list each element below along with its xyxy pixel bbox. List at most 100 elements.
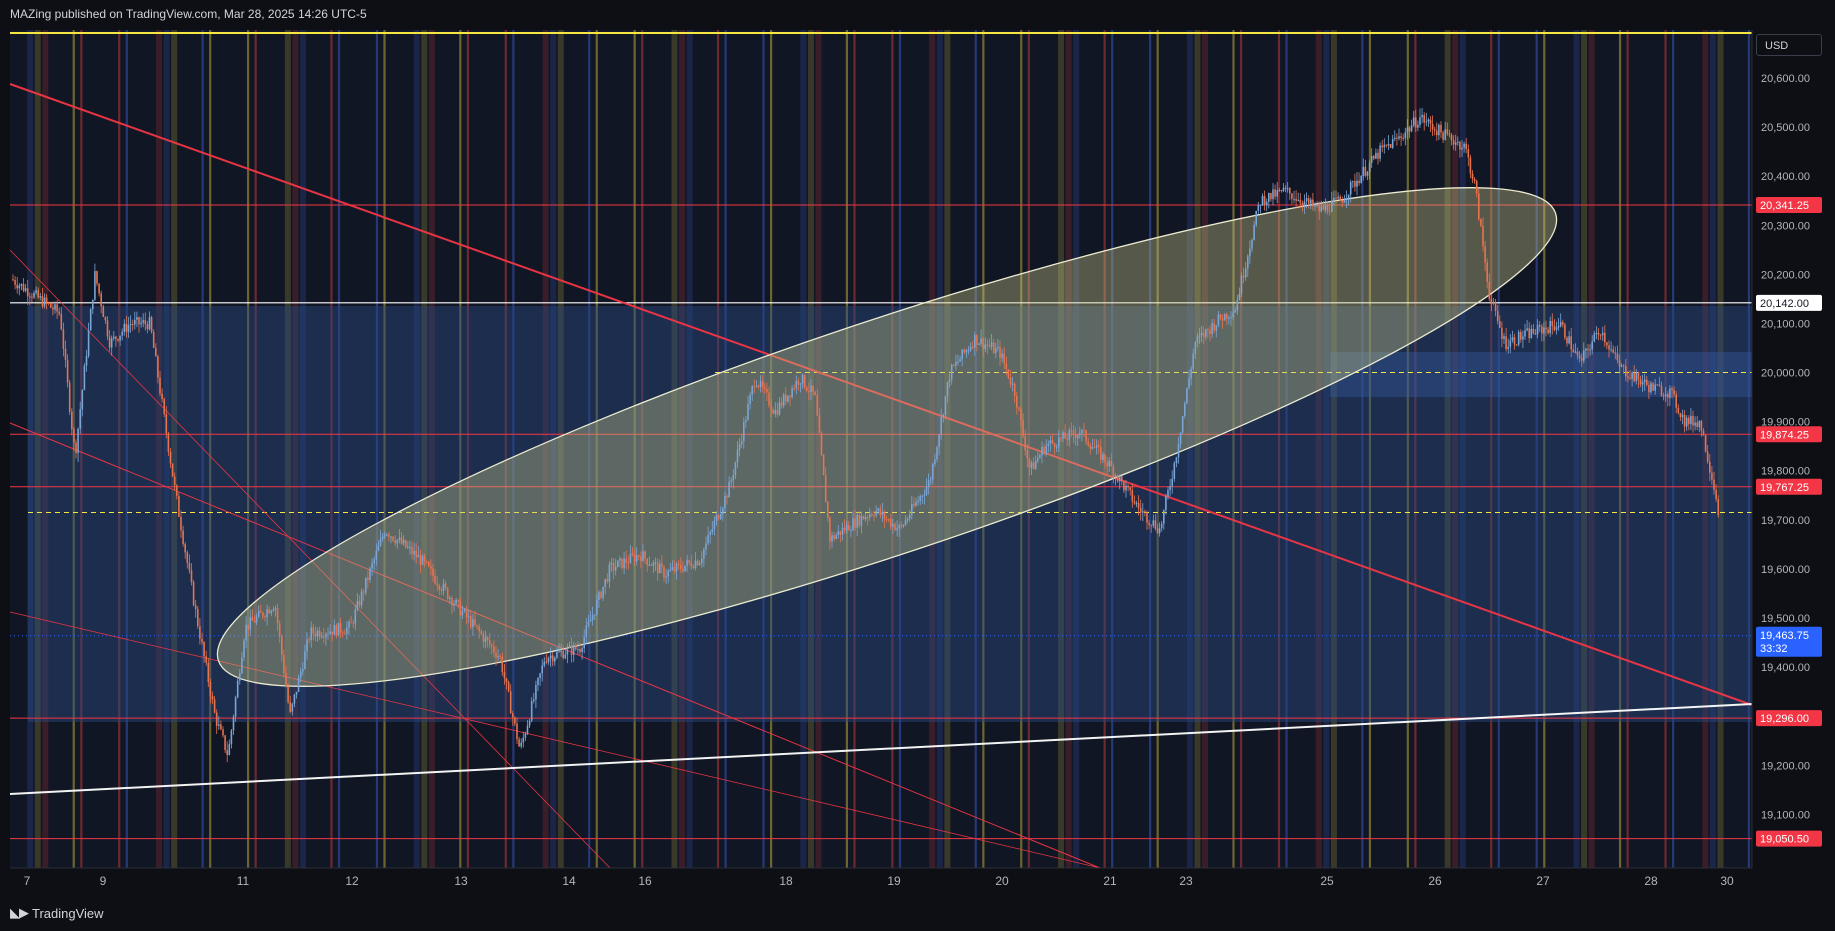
candle-body: [869, 514, 871, 518]
candle-body: [1713, 479, 1715, 490]
candle-body: [1081, 430, 1083, 434]
candle-body: [545, 661, 548, 663]
candle-body: [1202, 332, 1205, 337]
candle-body: [1406, 127, 1409, 133]
session-band: [1285, 30, 1288, 868]
candle-body: [1478, 193, 1480, 220]
candle-body: [335, 625, 338, 636]
candle-body: [1349, 181, 1352, 195]
candle-body: [694, 560, 697, 568]
trendline[interactable]: [9, 83, 1753, 706]
session-band: [1073, 30, 1080, 868]
candle-body: [1408, 127, 1411, 132]
candle-body: [1007, 369, 1010, 378]
session-band: [845, 30, 848, 868]
candle-body: [959, 359, 961, 362]
candle-body: [686, 560, 688, 566]
session-band: [1232, 30, 1235, 868]
candle-body: [1106, 462, 1108, 467]
candle-body: [1429, 119, 1432, 124]
candle-body: [421, 556, 424, 565]
candle-body: [661, 563, 663, 567]
footer-brand: TradingView: [32, 905, 104, 921]
candle-body: [722, 508, 724, 514]
trendline[interactable]: [9, 703, 1753, 795]
candle-body: [1114, 475, 1117, 478]
session-band: [1709, 30, 1716, 868]
candle-body: [1286, 188, 1289, 190]
candle-body: [642, 551, 644, 562]
candle-body: [493, 646, 495, 653]
session-band: [588, 30, 591, 868]
candle-body: [1370, 155, 1373, 163]
session-band: [1194, 30, 1201, 868]
candle-body: [1030, 462, 1033, 468]
session-band: [125, 30, 128, 868]
trendline[interactable]: [9, 611, 1101, 869]
x-tick-label: 13: [454, 874, 468, 888]
time-axis[interactable]: 7 9 11 12 13 14 16 18 19 20 21 23 25 26 27 28 30: [10, 867, 1752, 888]
candle-body: [249, 617, 252, 630]
candle-body: [1024, 435, 1026, 451]
candle-body: [1261, 195, 1264, 205]
candle-body: [606, 578, 609, 582]
currency-selector[interactable]: USD: [1756, 34, 1822, 56]
candle-body: [417, 555, 420, 558]
candle-body: [1127, 485, 1129, 488]
session-band: [246, 30, 250, 868]
candle-body: [1389, 143, 1392, 148]
candle-body: [182, 530, 184, 545]
candle-body: [1053, 443, 1056, 448]
candle-body: [734, 462, 737, 476]
candle-body: [1091, 447, 1094, 449]
candle-body: [942, 414, 945, 418]
candle-body: [1293, 198, 1295, 200]
candle-body: [1492, 302, 1495, 304]
candle-body: [348, 622, 350, 628]
candle-body: [411, 546, 413, 555]
candle-body: [1494, 303, 1497, 311]
candle-body: [314, 633, 317, 637]
session-band: [944, 30, 951, 868]
candle-body: [1135, 502, 1138, 504]
candle-body: [16, 284, 18, 289]
candle-body: [274, 608, 277, 610]
candle-body: [1467, 149, 1470, 158]
candle-body: [1385, 144, 1388, 146]
tradingview-logo-icon: ◣▶: [10, 905, 29, 920]
candle-body: [913, 504, 915, 506]
trendline[interactable]: [9, 422, 1101, 869]
rising-ellipse-channel[interactable]: [182, 103, 1593, 770]
candle-body: [299, 671, 302, 678]
session-band: [292, 30, 299, 868]
candle-body: [1173, 463, 1176, 479]
session-band: [679, 30, 686, 868]
candle-body: [654, 562, 657, 564]
candle-body: [400, 537, 403, 544]
candle-body: [1637, 372, 1640, 380]
candle-body: [602, 586, 604, 598]
session-band: [330, 30, 333, 868]
candle-body: [1604, 332, 1606, 343]
candle-body: [171, 463, 174, 477]
trendline[interactable]: [9, 249, 611, 869]
candle-body: [1085, 430, 1087, 442]
candle-body: [1129, 487, 1131, 491]
candle-body: [967, 349, 970, 351]
session-band: [1149, 30, 1152, 868]
candle-body: [1583, 350, 1585, 361]
candle-body: [766, 388, 768, 393]
y-tick-label: 19,200.00: [1761, 760, 1810, 772]
candle-body: [203, 642, 205, 657]
price-axis[interactable]: 20,600.00 20,500.00 20,400.00 20,300.00 20,2…: [1751, 30, 1835, 868]
candle-body: [312, 627, 315, 634]
candle-body: [528, 720, 531, 726]
session-band: [929, 30, 936, 868]
x-tick-label: 11: [237, 874, 250, 888]
candle-body: [224, 735, 226, 750]
candle-body: [1133, 501, 1136, 504]
candle-body: [709, 532, 711, 535]
candle-body: [810, 385, 812, 392]
candle-body: [843, 527, 846, 531]
